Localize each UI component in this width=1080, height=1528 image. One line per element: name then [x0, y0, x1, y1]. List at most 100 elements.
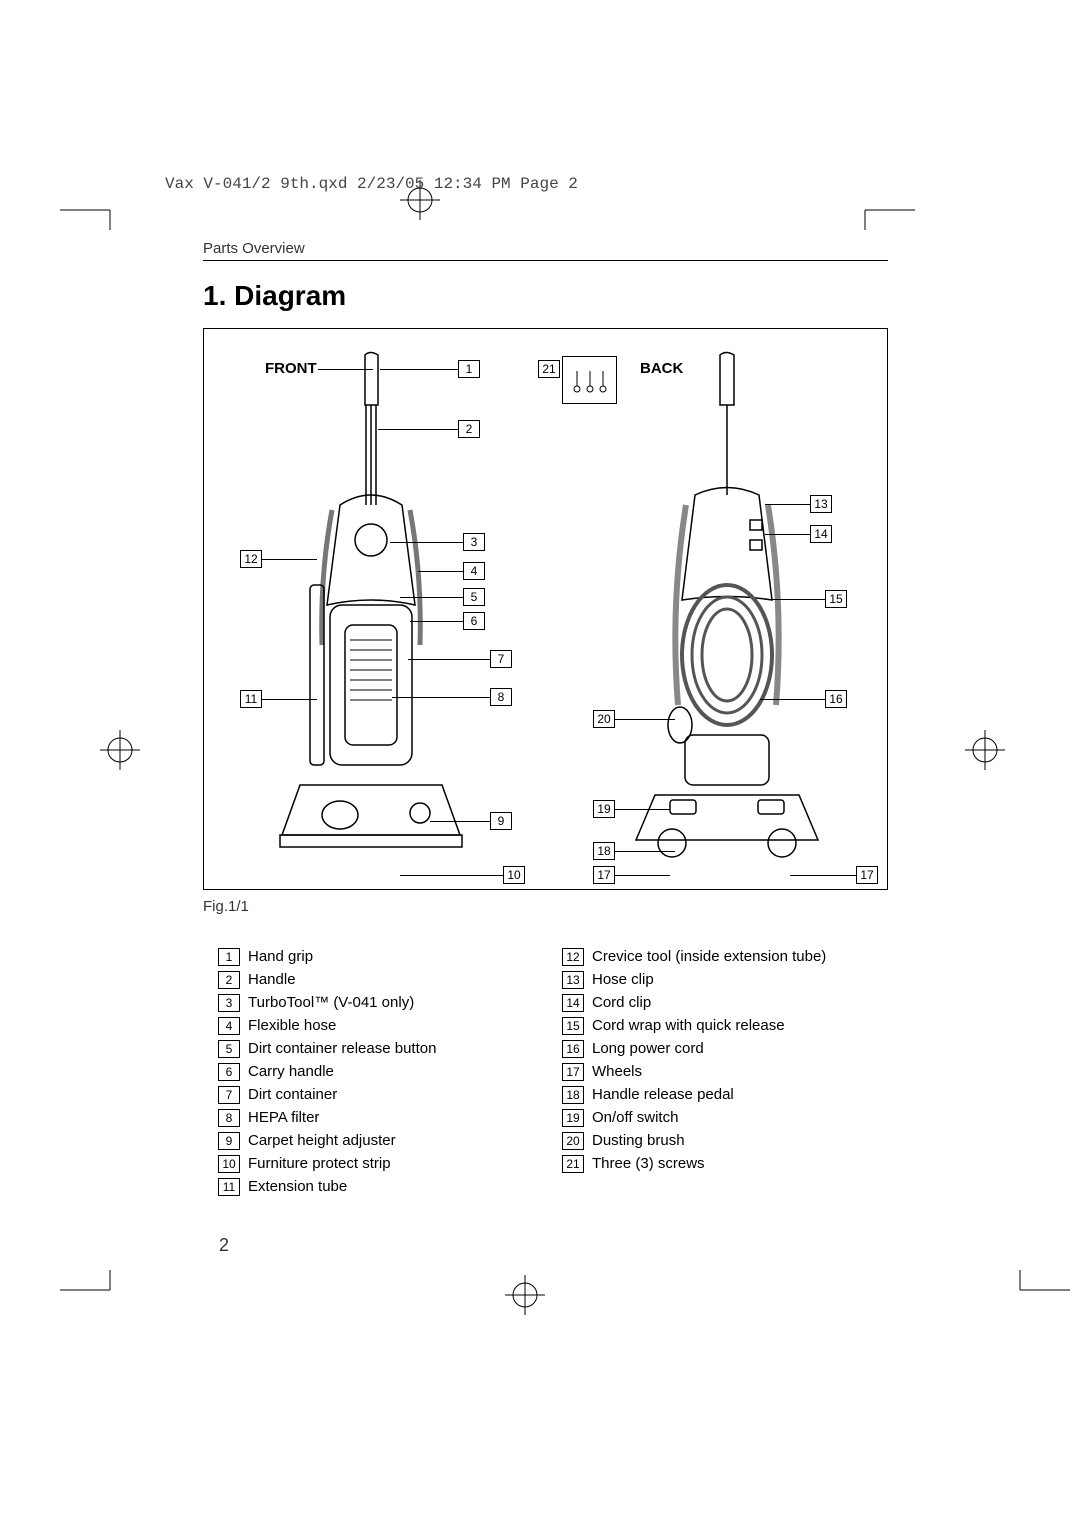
callout-17r: 17: [856, 866, 878, 884]
parts-label: Flexible hose: [248, 1015, 336, 1037]
parts-row: 13 Hose clip: [562, 969, 892, 991]
parts-row: 5 Dirt container release button: [218, 1038, 548, 1060]
parts-row: 9Carpet height adjuster: [218, 1130, 548, 1152]
callout-7: 7: [490, 650, 512, 668]
page-title: 1. Diagram: [203, 280, 346, 312]
parts-label: Crevice tool (inside extension tube): [592, 946, 826, 968]
parts-numbox: 5: [218, 1040, 240, 1058]
section-label: Parts Overview: [203, 240, 305, 257]
callout-21: 21: [538, 360, 560, 378]
callout-10: 10: [503, 866, 525, 884]
parts-row: 7 Dirt container: [218, 1084, 548, 1106]
parts-label: TurboTool™ (V-041 only): [248, 992, 414, 1014]
vacuum-back-illustration: [600, 345, 850, 885]
parts-label: Handle: [248, 969, 296, 991]
parts-label: Dusting brush: [592, 1130, 685, 1152]
callout-12: 12: [240, 550, 262, 568]
parts-label: Furniture protect strip: [248, 1153, 391, 1175]
callout-13: 13: [810, 495, 832, 513]
parts-label: Carpet height adjuster: [248, 1130, 396, 1152]
parts-row: 14Cord clip: [562, 992, 892, 1014]
parts-numbox: 21: [562, 1155, 584, 1173]
leader-13: [765, 504, 810, 505]
callout-16: 16: [825, 690, 847, 708]
leader-16: [760, 699, 825, 700]
parts-row: 8 HEPA filter: [218, 1107, 548, 1129]
parts-numbox: 6: [218, 1063, 240, 1081]
parts-label: Extension tube: [248, 1176, 347, 1198]
parts-row: 3 TurboTool™ (V-041 only): [218, 992, 548, 1014]
parts-numbox: 7: [218, 1086, 240, 1104]
callout-1: 1: [458, 360, 480, 378]
parts-numbox: 2: [218, 971, 240, 989]
leader-8: [392, 697, 490, 698]
parts-label: Wheels: [592, 1061, 642, 1083]
callout-17l: 17: [593, 866, 615, 884]
figure-caption: Fig.1/1: [203, 898, 249, 915]
parts-row: 15 Cord wrap with quick release: [562, 1015, 892, 1037]
callout-11: 11: [240, 690, 262, 708]
parts-numbox: 11: [218, 1178, 240, 1196]
parts-label: HEPA filter: [248, 1107, 319, 1129]
leader-10: [400, 875, 503, 876]
callout-5: 5: [463, 588, 485, 606]
callout-14: 14: [810, 525, 832, 543]
reg-mark-left: [100, 730, 140, 770]
parts-row: 17Wheels: [562, 1061, 892, 1083]
leader-15: [765, 599, 825, 600]
parts-row: 4 Flexible hose: [218, 1015, 548, 1037]
parts-numbox: 13: [562, 971, 584, 989]
leader-5: [400, 597, 463, 598]
parts-row: 2 Handle: [218, 969, 548, 991]
parts-label: Hose clip: [592, 969, 654, 991]
parts-numbox: 3: [218, 994, 240, 1012]
page-number: 2: [219, 1235, 229, 1256]
callout-20: 20: [593, 710, 615, 728]
parts-numbox: 1: [218, 948, 240, 966]
parts-list-left: 1Hand grip2Handle3TurboTool™ (V-041 only…: [218, 946, 548, 1199]
parts-row: 19 On/off switch: [562, 1107, 892, 1129]
leader-18: [615, 851, 675, 852]
leader-17l: [615, 875, 670, 876]
crop-mark-bl: [60, 1270, 140, 1330]
leader-3: [390, 542, 463, 543]
parts-label: On/off switch: [592, 1107, 678, 1129]
parts-row: 10Furniture protect strip: [218, 1153, 548, 1175]
parts-numbox: 20: [562, 1132, 584, 1150]
leader-19: [615, 809, 670, 810]
reg-mark-bottom: [505, 1275, 545, 1315]
leader-20: [615, 719, 675, 720]
parts-numbox: 14: [562, 994, 584, 1012]
callout-15: 15: [825, 590, 847, 608]
callout-2: 2: [458, 420, 480, 438]
parts-label: Handle release pedal: [592, 1084, 734, 1106]
crop-mark-br: [990, 1270, 1070, 1330]
reg-mark-right: [965, 730, 1005, 770]
parts-label: Long power cord: [592, 1038, 704, 1060]
crop-mark-tr: [835, 170, 915, 230]
parts-label: Three (3) screws: [592, 1153, 705, 1175]
parts-numbox: 15: [562, 1017, 584, 1035]
leader-6: [410, 621, 463, 622]
leader-4: [418, 571, 463, 572]
leader-17r: [790, 875, 856, 876]
parts-numbox: 16: [562, 1040, 584, 1058]
leader-front: [318, 369, 373, 370]
parts-numbox: 12: [562, 948, 584, 966]
parts-numbox: 19: [562, 1109, 584, 1127]
callout-8: 8: [490, 688, 512, 706]
leader-1: [380, 369, 458, 370]
parts-label: Carry handle: [248, 1061, 334, 1083]
parts-numbox: 18: [562, 1086, 584, 1104]
parts-numbox: 8: [218, 1109, 240, 1127]
parts-row: 6 Carry handle: [218, 1061, 548, 1083]
parts-row: 20 Dusting brush: [562, 1130, 892, 1152]
section-divider: [203, 260, 888, 261]
vacuum-front-illustration: [250, 345, 480, 885]
parts-row: 16 Long power cord: [562, 1038, 892, 1060]
parts-label: Cord wrap with quick release: [592, 1015, 785, 1037]
parts-label: Dirt container release button: [248, 1038, 436, 1060]
parts-numbox: 4: [218, 1017, 240, 1035]
parts-label: Dirt container: [248, 1084, 337, 1106]
parts-row: 18 Handle release pedal: [562, 1084, 892, 1106]
